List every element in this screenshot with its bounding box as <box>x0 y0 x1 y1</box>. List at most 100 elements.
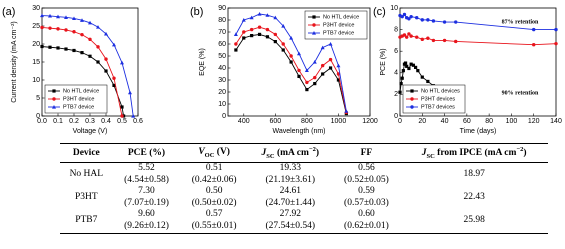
data-point <box>402 33 407 37</box>
header-text: ) <box>523 148 527 159</box>
table-row: PTB7 9.60 (9.26±0.12) 0.57 (0.55±0.01) 27.92(… <box>60 209 548 235</box>
x-tick-label: 0.6 <box>133 118 143 125</box>
data-point <box>241 18 246 22</box>
x-tick-label: 400 <box>238 118 250 125</box>
data-point <box>273 15 278 20</box>
data-point <box>403 61 408 65</box>
y-tick-label: 10 <box>32 77 40 84</box>
data-point <box>402 12 407 17</box>
table-cell: 19.33 (21.19±3.61) <box>248 163 333 187</box>
cell-value: PTB7 <box>75 214 98 225</box>
data-point <box>328 57 333 62</box>
x-tick-label: 100 <box>506 118 518 125</box>
data-point <box>401 69 405 73</box>
data-point <box>420 18 424 22</box>
legend-label: PTB7 devices <box>421 104 455 110</box>
x-tick-label: 140 <box>550 118 562 125</box>
data-point <box>554 27 558 32</box>
header-row: Device PCE (%) VOC (V) JSC (mA cm−2) FF JSC f… <box>60 142 548 164</box>
header-text: Device <box>72 148 100 159</box>
cell-value: 7.30 <box>138 186 155 197</box>
y-tick-label: 20 <box>218 89 226 96</box>
data-point <box>320 45 325 50</box>
data-point <box>40 25 44 30</box>
data-point <box>64 28 68 32</box>
table-cell: 24.61 (24.70±1.44) <box>248 186 333 209</box>
cell-detail: (4.54±0.58) <box>124 174 169 185</box>
cell-value: No HAL <box>69 168 104 179</box>
y-tick-label: 6 <box>394 48 398 55</box>
data-point <box>289 54 293 58</box>
cell-value: 0.51 <box>205 163 223 174</box>
x-tick-label: 800 <box>301 118 313 125</box>
y-tick-label: 0 <box>222 113 226 120</box>
table-cell: 0.56 (0.52±0.05) <box>333 163 401 187</box>
data-point <box>400 14 404 19</box>
cell-detail: (0.52±0.05) <box>344 174 389 185</box>
legend-marker <box>410 105 414 109</box>
data-point <box>407 17 411 21</box>
x-tick-label: 0.3 <box>85 118 95 125</box>
table-cell: 18.97 <box>400 163 548 187</box>
legend-marker <box>52 97 56 101</box>
series-line <box>235 26 347 113</box>
y-tick-label: 70 <box>218 29 226 36</box>
panel-label: (a) <box>2 6 15 18</box>
cell-value: 27.92 <box>279 209 301 220</box>
y-tick-label: 5 <box>36 95 40 102</box>
y-tick-label: 30 <box>32 5 40 12</box>
cell-value: 0.59 <box>358 186 375 197</box>
data-point <box>233 32 238 36</box>
legend-label: P3HT devices <box>421 96 455 102</box>
table-cell: 9.60 (9.26±0.12) <box>112 209 181 235</box>
table-cell: 22.43 <box>400 186 548 209</box>
data-point <box>96 25 100 29</box>
header-superscript: −2 <box>308 146 316 153</box>
data-point <box>336 78 341 82</box>
data-point <box>257 32 262 36</box>
header-subscript: SC <box>266 153 275 161</box>
y-tick-label: 20 <box>32 41 40 48</box>
data-point <box>554 41 558 46</box>
y-tick-label: 25 <box>32 23 40 30</box>
cell-detail: (21.19±3.61) <box>265 174 316 185</box>
cell-detail: (0.42±0.06) <box>191 174 237 185</box>
header-text: from IPCE (mA cm <box>434 148 517 159</box>
legend-label: No HTL devices <box>421 88 460 94</box>
legend-marker <box>312 15 316 19</box>
cell-value: 22.43 <box>463 191 485 202</box>
data-point <box>426 79 430 84</box>
table-cell: 0.51 (0.42±0.06) <box>180 163 248 187</box>
data-point <box>249 27 254 32</box>
data-point <box>415 16 419 20</box>
data-point <box>297 74 301 78</box>
data-point <box>321 72 325 76</box>
x-tick-label: 40 <box>441 118 449 125</box>
data-point <box>56 46 60 50</box>
data-point <box>112 42 116 47</box>
table-cell: P3HT <box>60 186 113 209</box>
data-point <box>400 76 404 80</box>
table-cell: 7.30 (7.07±0.19) <box>113 186 181 209</box>
data-point <box>234 42 238 46</box>
header-cell: Device <box>60 142 113 164</box>
cell-detail: (7.07±0.19) <box>124 197 169 208</box>
x-axis-label: Wavelength (nm) <box>272 128 325 135</box>
data-point <box>64 47 68 51</box>
x-tick-label: 20 <box>418 118 426 125</box>
data-point <box>297 51 301 56</box>
data-point <box>242 36 246 40</box>
header-cell: FF <box>332 142 401 164</box>
x-tick-label: 0.4 <box>101 118 111 125</box>
data-point <box>234 48 238 52</box>
data-point <box>104 57 108 61</box>
data-point <box>416 69 420 73</box>
header-text: FF <box>360 148 373 159</box>
legend-marker <box>52 105 56 109</box>
y-axis-label: PCE (%) <box>380 48 387 75</box>
data-point <box>297 68 301 73</box>
header-text: PCE (%) <box>127 148 166 159</box>
data-point <box>398 90 402 94</box>
y-tick-label: 50 <box>218 53 226 60</box>
data-point <box>120 60 124 65</box>
